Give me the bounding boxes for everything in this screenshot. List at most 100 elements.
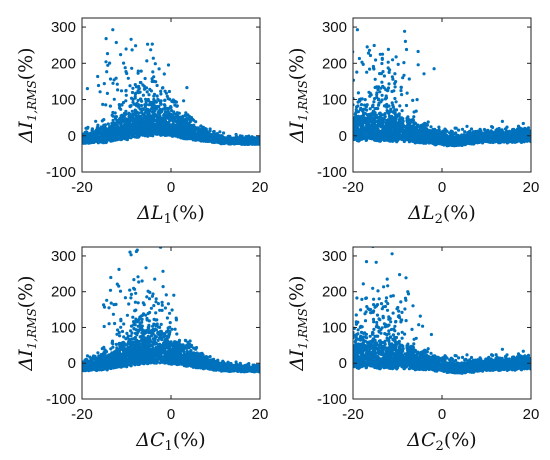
scatter-point bbox=[415, 124, 420, 128]
scatter-point bbox=[221, 139, 225, 143]
scatter-point bbox=[451, 133, 455, 137]
scatter-point bbox=[147, 93, 151, 97]
scatter-point bbox=[153, 62, 157, 66]
scatter-point bbox=[356, 117, 360, 121]
scatter-point bbox=[520, 128, 524, 132]
scatter-point bbox=[251, 140, 255, 144]
scatter-point bbox=[87, 139, 91, 144]
scatter-point bbox=[124, 47, 128, 51]
scatter-point bbox=[157, 105, 161, 109]
axes-frame bbox=[81, 17, 261, 173]
scatter-point bbox=[164, 91, 168, 95]
scatter-point bbox=[169, 108, 174, 113]
scatter-point bbox=[214, 134, 219, 138]
scatter-point bbox=[155, 124, 159, 128]
scatter-point bbox=[105, 70, 109, 74]
scatter-point bbox=[178, 118, 182, 123]
scatter-point bbox=[136, 89, 140, 93]
scatter-point bbox=[187, 117, 191, 121]
scatter-point bbox=[407, 130, 411, 134]
scatter-point bbox=[150, 126, 154, 131]
scatter-point bbox=[101, 102, 105, 106]
y-tick-label: -100 bbox=[46, 164, 76, 181]
scatter-point bbox=[476, 138, 480, 142]
scatter-point bbox=[376, 106, 380, 111]
scatter-point bbox=[363, 112, 367, 116]
scatter-point bbox=[212, 132, 216, 136]
scatter-point bbox=[105, 134, 109, 138]
scatter-point bbox=[447, 143, 451, 148]
scatter-point bbox=[119, 89, 124, 93]
scatter-point bbox=[167, 89, 171, 94]
scatter-point bbox=[156, 111, 160, 115]
scatter-point bbox=[412, 115, 416, 119]
scatter-point bbox=[105, 128, 110, 132]
scatter-point bbox=[363, 118, 367, 122]
scatter-point bbox=[114, 40, 118, 45]
scatter-point bbox=[155, 94, 159, 98]
scatter-point bbox=[151, 56, 155, 60]
scatter-point bbox=[95, 134, 99, 138]
scatter-point bbox=[218, 130, 222, 134]
scatter-point bbox=[478, 127, 482, 131]
scatter-point bbox=[183, 133, 187, 137]
scatter-point bbox=[121, 100, 126, 105]
scatter-point bbox=[118, 106, 122, 110]
y-tick-label: 300 bbox=[51, 19, 76, 36]
scatter-point bbox=[138, 133, 142, 137]
scatter-point bbox=[155, 83, 159, 88]
scatter-point bbox=[108, 104, 112, 108]
scatter-point bbox=[234, 132, 238, 137]
scatter-point bbox=[240, 140, 244, 144]
scatter-point bbox=[136, 98, 140, 103]
scatter-point bbox=[149, 48, 153, 52]
scatter-point bbox=[85, 87, 89, 91]
scatter-point bbox=[363, 103, 367, 107]
scatter-point bbox=[154, 114, 159, 118]
scatter-point bbox=[130, 119, 134, 123]
scatter-point bbox=[146, 109, 150, 113]
scatter-point bbox=[130, 128, 134, 132]
scatter-point bbox=[359, 103, 364, 107]
scatter-point bbox=[368, 107, 372, 111]
scatter-point bbox=[114, 76, 118, 80]
scatter-point bbox=[192, 131, 197, 135]
scatter-point bbox=[163, 98, 167, 102]
scatter-point bbox=[94, 119, 98, 123]
scatter-point bbox=[102, 82, 106, 86]
scatter-point bbox=[84, 130, 88, 134]
scatter-point bbox=[114, 127, 118, 131]
scatter-point bbox=[375, 133, 379, 137]
scatter-point bbox=[165, 94, 169, 98]
scatter-point bbox=[128, 104, 132, 108]
scatter-point bbox=[135, 125, 139, 129]
scatter-point bbox=[106, 63, 110, 67]
scatter-point bbox=[125, 121, 129, 126]
scatter-point bbox=[96, 123, 100, 127]
scatter-point bbox=[145, 59, 149, 63]
scatter-point bbox=[140, 131, 145, 135]
scatter-point bbox=[105, 91, 109, 95]
scatter-point bbox=[141, 107, 145, 111]
scatter-point bbox=[180, 131, 184, 135]
scatter-point bbox=[91, 134, 95, 138]
scatter-point bbox=[157, 99, 162, 103]
x-tick-label: -20 bbox=[71, 179, 93, 196]
scatter-point bbox=[139, 81, 143, 85]
scatter-point bbox=[393, 96, 397, 101]
scatter-point bbox=[177, 111, 181, 115]
scatter-point bbox=[134, 131, 138, 136]
scatter-point bbox=[143, 76, 147, 81]
scatter-point bbox=[176, 130, 180, 134]
scatter-point bbox=[377, 112, 381, 116]
scatter-point bbox=[169, 124, 173, 128]
y-tick-label: 0 bbox=[68, 128, 76, 145]
scatter-point bbox=[136, 119, 140, 123]
scatter-point bbox=[150, 77, 154, 81]
scatter-point bbox=[192, 118, 196, 122]
scatter-point bbox=[124, 135, 129, 140]
scatter-point bbox=[175, 104, 179, 108]
scatter-point bbox=[136, 69, 140, 73]
scatter-point bbox=[146, 3, 149, 6]
